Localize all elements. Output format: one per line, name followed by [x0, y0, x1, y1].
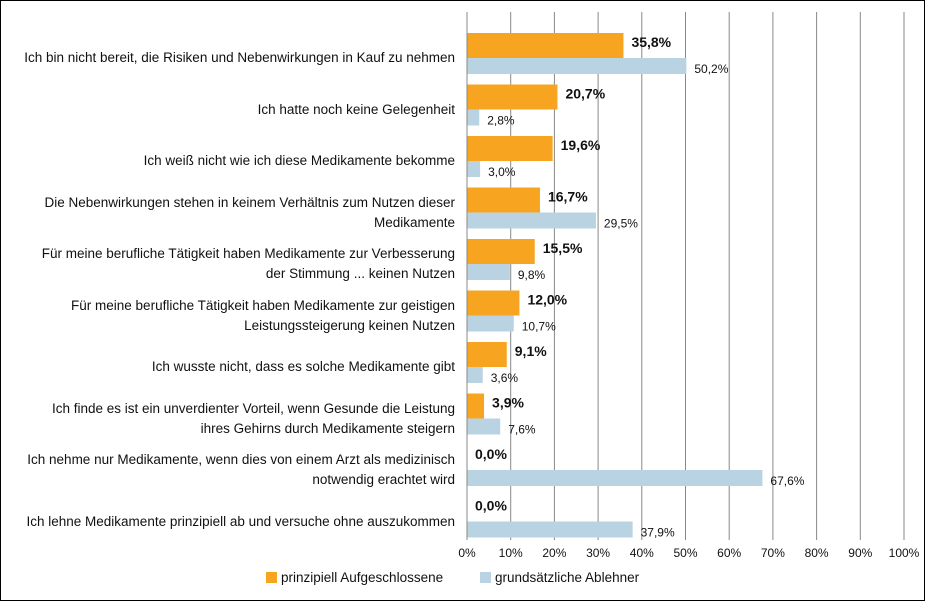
bar	[467, 212, 596, 229]
bar	[467, 418, 501, 435]
data-label: 3,9%	[492, 395, 524, 411]
category-label: Für meine berufliche Tätigkeit haben Med…	[41, 246, 455, 281]
data-label: 15,5%	[543, 240, 583, 256]
bar	[467, 264, 510, 280]
bar	[467, 136, 553, 161]
bar	[467, 161, 481, 177]
data-label: 67,6%	[770, 474, 804, 488]
bar	[467, 367, 483, 383]
x-tick-label: 80%	[805, 546, 829, 560]
data-label: 9,1%	[515, 343, 547, 359]
x-tick-label: 100%	[889, 546, 920, 560]
legend-swatch	[480, 572, 491, 583]
category-label: Ich wusste nicht, dass es solche Medikam…	[151, 359, 455, 374]
data-label: 50,2%	[694, 62, 728, 76]
legend-item: prinzipiell Aufgeschlossene	[266, 570, 443, 585]
data-label: 12,0%	[527, 292, 567, 308]
category-label: Ich weiß nicht wie ich diese Medikamente…	[143, 153, 455, 168]
data-label: 9,8%	[518, 268, 546, 282]
data-label: 20,7%	[565, 86, 605, 102]
x-tick-label: 10%	[499, 546, 523, 560]
category-label: Ich bin nicht bereit, die Risiken und Ne…	[24, 50, 455, 65]
x-tick-label: 20%	[542, 546, 566, 560]
x-tick-label: 50%	[673, 546, 697, 560]
category-label: Ich hatte noch keine Gelegenheit	[257, 101, 455, 117]
bar	[467, 521, 633, 538]
data-label: 29,5%	[604, 217, 638, 231]
category-label: Ich finde es ist ein unverdienter Vortei…	[51, 400, 455, 436]
data-label: 10,7%	[522, 320, 556, 334]
bar	[467, 290, 520, 316]
bar	[467, 239, 535, 264]
data-label: 16,7%	[548, 189, 588, 205]
legend-label: grundsätzliche Ablehner	[495, 570, 640, 585]
bar	[467, 342, 507, 367]
legend-item: grundsätzliche Ablehner	[480, 570, 639, 585]
category-label: Für meine berufliche Tätigkeit haben Med…	[71, 297, 455, 333]
x-tick-label: 90%	[848, 546, 872, 560]
bar	[467, 33, 624, 58]
category-label: Die Nebenwirkungen stehen in keinem Verh…	[44, 194, 455, 230]
legend-label: prinzipiell Aufgeschlossene	[281, 570, 444, 585]
data-label: 19,6%	[561, 137, 601, 153]
data-label: 0,0%	[475, 446, 507, 462]
category-label: Ich lehne Medikamente prinzipiell ab und…	[26, 513, 456, 529]
bar	[467, 58, 687, 74]
data-label: 35,8%	[631, 34, 671, 50]
data-label: 3,0%	[488, 165, 516, 179]
bar	[467, 84, 558, 110]
x-tick-label: 60%	[717, 546, 741, 560]
x-tick-label: 0%	[458, 546, 476, 560]
data-label: 0,0%	[475, 498, 507, 514]
x-tick-label: 30%	[586, 546, 610, 560]
category-label: Ich nehme nur Medikamente, wenn dies von…	[27, 452, 455, 487]
data-label: 3,6%	[491, 371, 519, 385]
bar	[467, 187, 540, 213]
bar	[467, 393, 485, 419]
bar	[467, 470, 763, 486]
legend-swatch	[266, 572, 277, 583]
x-tick-label: 70%	[761, 546, 785, 560]
bar	[467, 315, 514, 332]
data-label: 7,6%	[508, 423, 536, 437]
data-label: 37,9%	[641, 526, 675, 540]
data-label: 2,8%	[487, 114, 515, 128]
bar	[467, 109, 480, 126]
x-tick-label: 40%	[630, 546, 654, 560]
